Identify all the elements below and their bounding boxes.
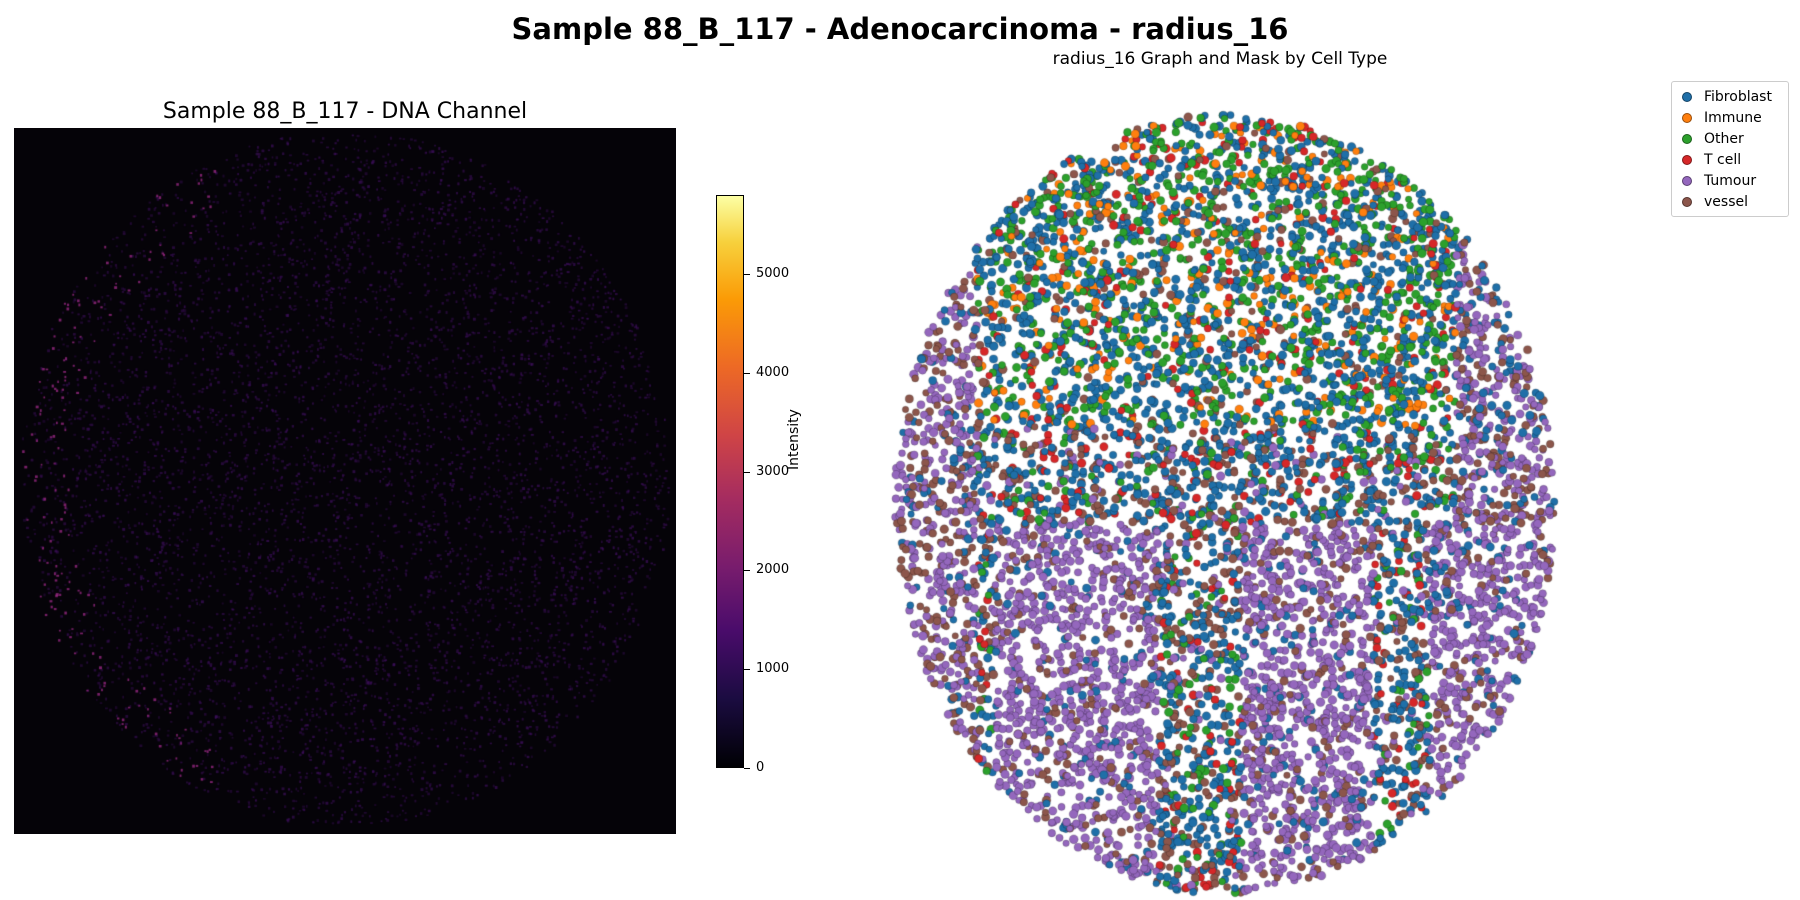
legend-marker-icon: [1682, 175, 1692, 186]
colorbar-axis-label: Intensity: [786, 409, 802, 470]
legend-label: T cell: [1704, 151, 1742, 168]
legend-item: T cell: [1678, 149, 1782, 170]
legend-item: vessel: [1678, 191, 1782, 212]
legend-item: Tumour: [1678, 170, 1782, 191]
colorbar-tick-label: 1000: [756, 661, 790, 677]
colorbar-tick-label: 4000: [756, 364, 790, 380]
legend-marker-icon: [1682, 112, 1692, 123]
legend-marker-icon: [1682, 133, 1692, 144]
legend-item: Immune: [1678, 107, 1782, 128]
colorbar-tick-label: 0: [756, 760, 765, 775]
colorbar-tick: [744, 669, 750, 671]
colorbar-tick: [744, 372, 750, 374]
colorbar-tick-label: 2000: [756, 562, 790, 578]
legend: Fibroblast Immune Other T cell Tumour vessel: [1671, 81, 1789, 217]
legend-marker-icon: [1682, 196, 1692, 207]
colorbar-tick-label: 5000: [756, 266, 790, 282]
dna-panel-title: Sample 88_B_117 - DNA Channel: [162, 99, 528, 124]
legend-item: Other: [1678, 128, 1782, 149]
legend-marker-icon: [1682, 154, 1692, 165]
legend-label: Tumour: [1704, 172, 1757, 189]
figure-suptitle: Sample 88_B_117 - Adenocarcinoma - radiu…: [511, 12, 1289, 46]
graph-panel-title: radius_16 Graph and Mask by Cell Type: [1052, 49, 1388, 69]
colorbar-tick: [744, 570, 750, 572]
legend-item: Fibroblast: [1678, 86, 1782, 107]
legend-label: vessel: [1704, 193, 1748, 210]
colorbar: [716, 195, 744, 768]
legend-label: Other: [1704, 130, 1744, 147]
colorbar-tick: [744, 274, 750, 276]
cell-type-graph-image: [870, 74, 1650, 900]
colorbar-tick: [744, 471, 750, 473]
legend-label: Immune: [1704, 109, 1762, 126]
legend-marker-icon: [1682, 91, 1692, 102]
dna-channel-image: [14, 128, 676, 834]
colorbar-tick: [744, 768, 750, 769]
colorbar-tick-label: 3000: [756, 463, 790, 479]
legend-label: Fibroblast: [1704, 88, 1772, 105]
